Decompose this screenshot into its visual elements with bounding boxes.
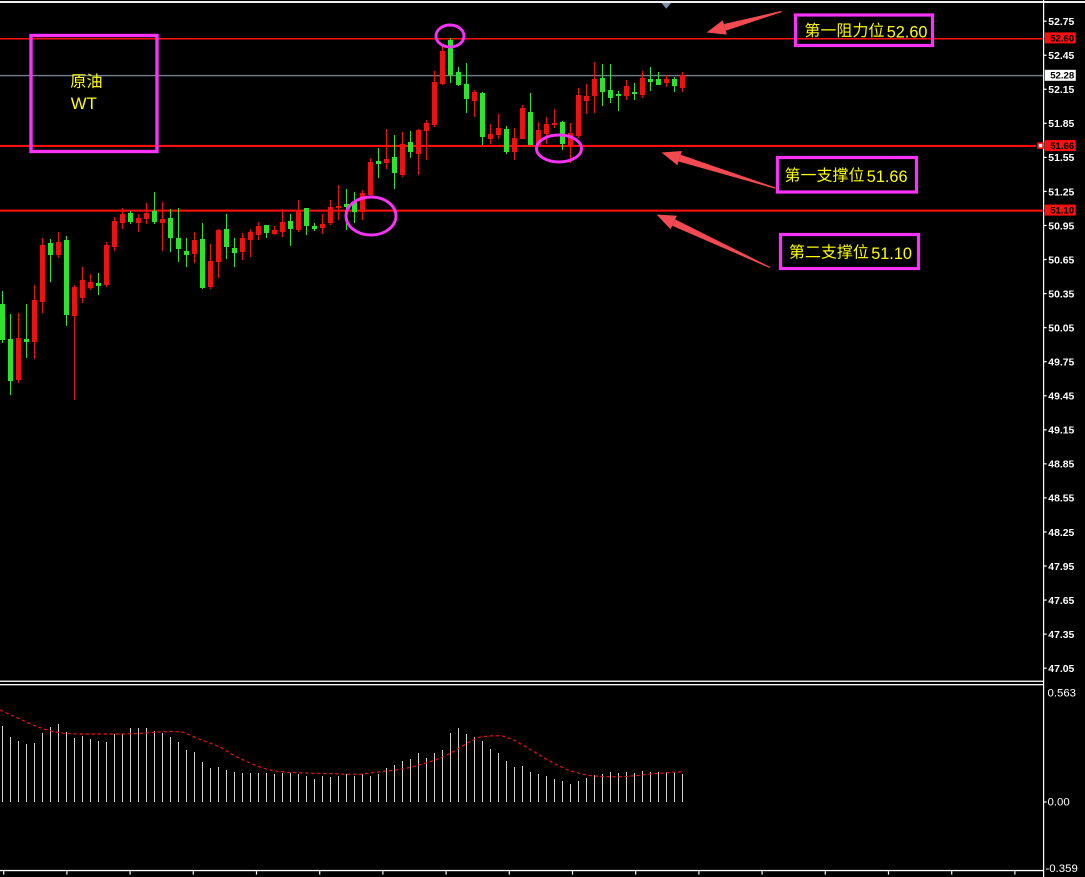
svg-text:47.35: 47.35: [1048, 630, 1074, 641]
svg-text:52.45: 52.45: [1048, 51, 1074, 62]
svg-text:52.75: 52.75: [1048, 17, 1074, 28]
svg-text:-0.359: -0.359: [1046, 863, 1078, 875]
svg-text:52.60: 52.60: [1050, 33, 1074, 44]
svg-text:49.45: 49.45: [1048, 392, 1074, 403]
svg-text:52.15: 52.15: [1048, 85, 1074, 96]
svg-text:47.95: 47.95: [1048, 562, 1074, 573]
svg-text:51.66: 51.66: [867, 168, 908, 186]
svg-text:50.95: 50.95: [1048, 221, 1074, 232]
svg-text:52.60: 52.60: [887, 23, 928, 41]
svg-text:47.05: 47.05: [1048, 664, 1074, 675]
svg-text:48.25: 48.25: [1048, 528, 1074, 539]
svg-text:50.05: 50.05: [1048, 323, 1074, 334]
svg-text:51.10: 51.10: [871, 245, 912, 263]
svg-text:51.55: 51.55: [1048, 153, 1074, 164]
svg-text:0.00: 0.00: [1048, 797, 1070, 809]
svg-text:51.85: 51.85: [1048, 119, 1074, 130]
svg-text:50.35: 50.35: [1048, 289, 1074, 300]
svg-text:0.563: 0.563: [1048, 688, 1077, 700]
svg-text:51.10: 51.10: [1050, 206, 1074, 217]
svg-text:49.75: 49.75: [1048, 358, 1074, 369]
svg-text:51.66: 51.66: [1050, 141, 1074, 152]
svg-text:48.55: 48.55: [1048, 494, 1074, 505]
svg-text:47.65: 47.65: [1048, 596, 1074, 607]
svg-text:49.15: 49.15: [1048, 426, 1074, 437]
svg-text:50.65: 50.65: [1048, 255, 1074, 266]
svg-text:51.25: 51.25: [1048, 187, 1074, 198]
svg-text:WT: WT: [71, 94, 97, 113]
svg-text:52.28: 52.28: [1050, 71, 1075, 82]
svg-text:48.85: 48.85: [1048, 460, 1074, 471]
